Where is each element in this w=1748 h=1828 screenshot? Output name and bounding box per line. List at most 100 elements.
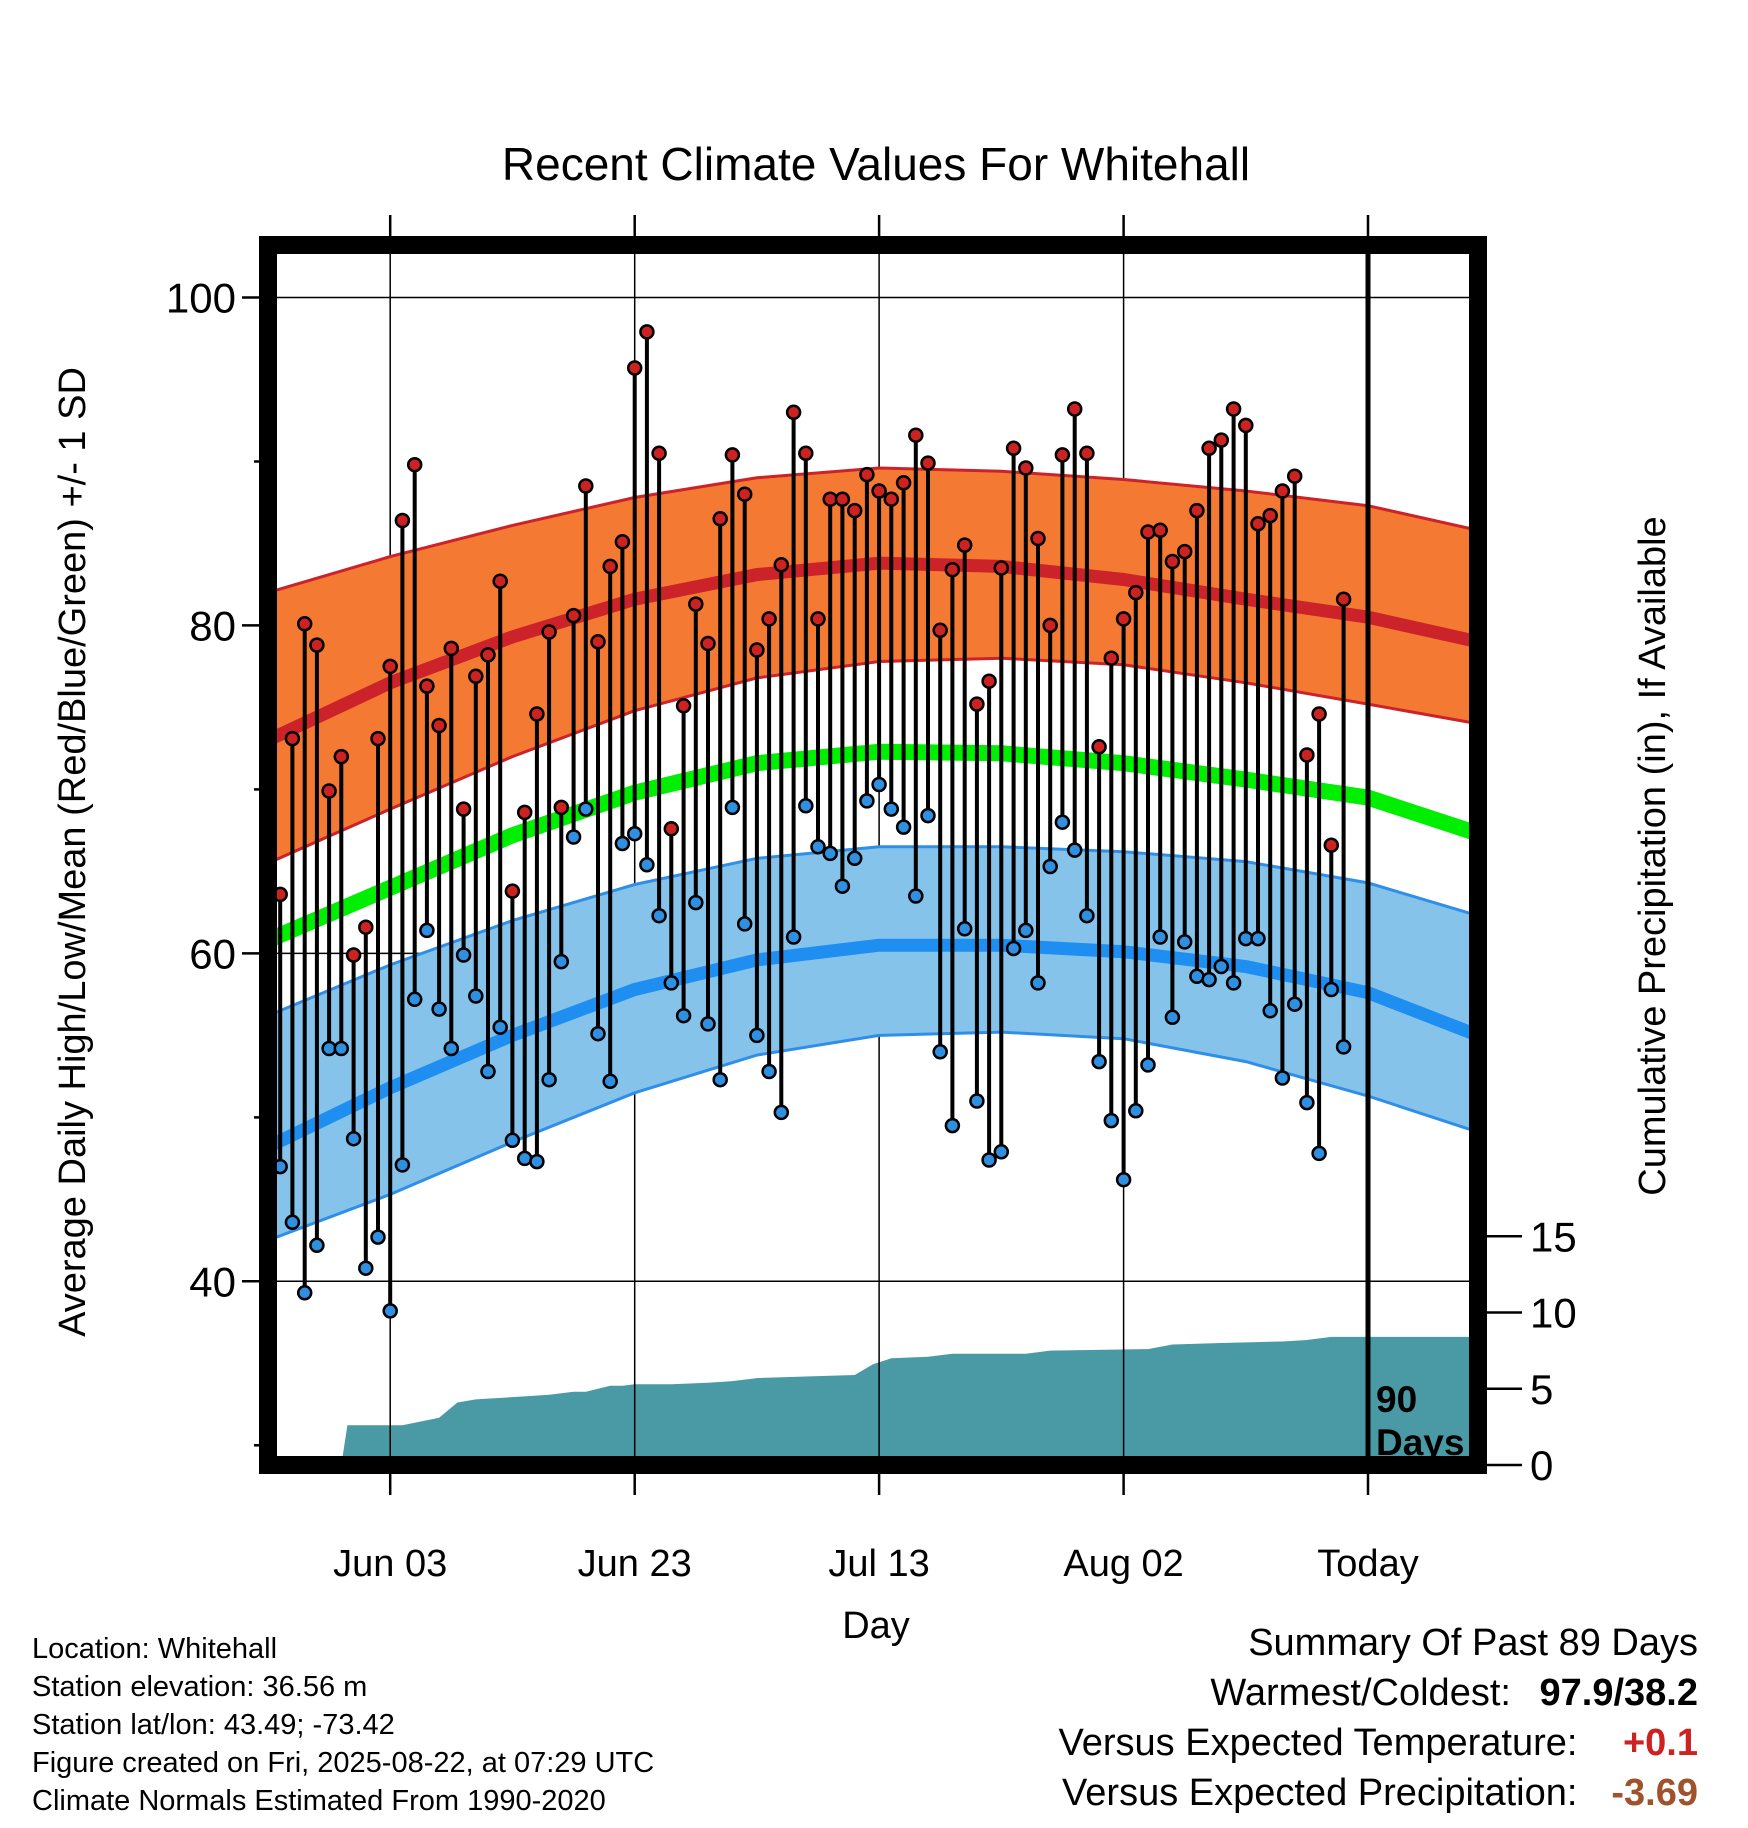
daily-low-point (1286, 996, 1303, 1012)
daily-high-point (1201, 440, 1217, 457)
daily-high-point (1103, 650, 1120, 666)
daily-low-point (443, 1040, 460, 1057)
daily-high-point (578, 478, 594, 494)
summary-warmest: Warmest/Coldest: 97.9/38.2 (1210, 1672, 1698, 1715)
daily-high-point (1349, 0, 1362, 7)
daily-low-point (553, 953, 570, 970)
daily-high-point (345, 947, 362, 963)
daily-low-point (724, 799, 741, 816)
daily-high-point (1054, 447, 1071, 463)
summary-temp: Versus Expected Temperature: +0.1 (1059, 1722, 1698, 1765)
daily-low-point (1152, 929, 1168, 945)
daily-low-point (761, 1063, 777, 1080)
daily-high-point (1079, 445, 1095, 462)
daily-low-point (1140, 1057, 1156, 1073)
y-tick-label: 40 (189, 1258, 236, 1305)
today-days-number: 90 (1376, 1379, 1417, 1420)
daily-high-point (626, 360, 643, 376)
y2-tick-label: 5 (1530, 1366, 1553, 1413)
daily-low-point (1262, 1003, 1278, 1019)
daily-high-point (1335, 591, 1352, 607)
daily-high-point (370, 730, 386, 747)
daily-high-point (1128, 584, 1144, 601)
daily-high-point (871, 483, 887, 499)
daily-high-point (321, 783, 337, 799)
x-tick-label: Jun 23 (578, 1543, 692, 1585)
daily-high-point (810, 611, 826, 627)
daily-low-point (883, 801, 900, 817)
daily-low-point (1335, 1039, 1352, 1055)
daily-high-point (602, 558, 618, 575)
daily-high-point (1018, 460, 1034, 476)
daily-low-point (394, 1157, 411, 1173)
daily-low-point (333, 1040, 350, 1057)
daily-high-point (590, 634, 606, 650)
daily-high-point (431, 717, 447, 734)
daily-low-point (1005, 940, 1022, 957)
daily-low-point (651, 907, 667, 924)
daily-low-point (773, 1104, 790, 1121)
daily-low-point (639, 857, 655, 873)
daily-low-point (296, 1285, 313, 1301)
x-tick-label: Aug 02 (1063, 1543, 1183, 1585)
daily-high-point (651, 445, 667, 462)
y2-tick-label: 15 (1530, 1213, 1577, 1260)
summary-precip-value: -3.69 (1611, 1772, 1698, 1814)
daily-low-point (1362, 0, 1375, 7)
daily-low-point (798, 798, 814, 814)
summary-temp-label: Versus Expected Temperature: (1058, 1722, 1578, 1764)
daily-low-point (871, 776, 887, 793)
daily-high-point (565, 607, 582, 624)
y-tick-label: 100 (166, 275, 236, 322)
daily-low-point (1091, 1053, 1107, 1070)
daily-low-point (309, 1237, 325, 1254)
daily-high-point (639, 324, 655, 340)
daily-low-point (382, 1303, 398, 1319)
x-tick-label: Today (1317, 1543, 1418, 1585)
daily-high-point (443, 640, 460, 657)
daily-high-point (956, 537, 973, 553)
daily-high-point (895, 475, 912, 491)
y-tick-label: 60 (189, 930, 236, 977)
daily-low-point (455, 947, 472, 963)
y2-axis-label: Cumulative Precipitation (in), If Availa… (1632, 516, 1674, 1195)
daily-low-point (1030, 975, 1046, 991)
daily-low-point (810, 839, 826, 855)
daily-high-point (1250, 516, 1266, 532)
summary-precip-label: Versus Expected Precipitation: (1062, 1772, 1578, 1814)
daily-low-point (480, 1063, 496, 1080)
daily-high-point (688, 596, 704, 612)
daily-high-point (419, 678, 435, 694)
daily-low-point (920, 807, 936, 824)
daily-high-point (1311, 706, 1327, 722)
daily-low-point (565, 829, 582, 845)
daily-high-point (675, 698, 692, 714)
daily-high-point (920, 455, 936, 471)
daily-high-point (358, 919, 374, 935)
summary-precip: Versus Expected Precipitation: -3.69 (1062, 1772, 1698, 1815)
x-tick-label: Jul 13 (828, 1543, 929, 1585)
daily-high-point (504, 883, 521, 899)
daily-high-point (834, 491, 851, 507)
info-created: Figure created on Fri, 2025-08-22, at 07… (32, 1747, 655, 1779)
daily-high-point (1091, 739, 1107, 755)
daily-high-point (406, 456, 423, 473)
daily-high-point (1042, 617, 1058, 634)
daily-low-point (345, 1130, 362, 1147)
daily-low-point (700, 1016, 716, 1032)
daily-high-point (700, 635, 716, 652)
daily-high-point (394, 512, 411, 529)
daily-high-point (846, 502, 863, 519)
daily-low-point (1299, 1094, 1315, 1111)
daily-low-point (626, 825, 643, 842)
daily-low-point (578, 801, 594, 817)
summary-warmest-label: Warmest/Coldest: (1210, 1672, 1511, 1714)
daily-high-point (1213, 432, 1230, 448)
daily-low-point (859, 793, 875, 809)
daily-high-point (908, 427, 924, 443)
daily-high-point (492, 573, 508, 589)
daily-low-point (932, 1044, 948, 1060)
daily-high-point (663, 821, 680, 837)
